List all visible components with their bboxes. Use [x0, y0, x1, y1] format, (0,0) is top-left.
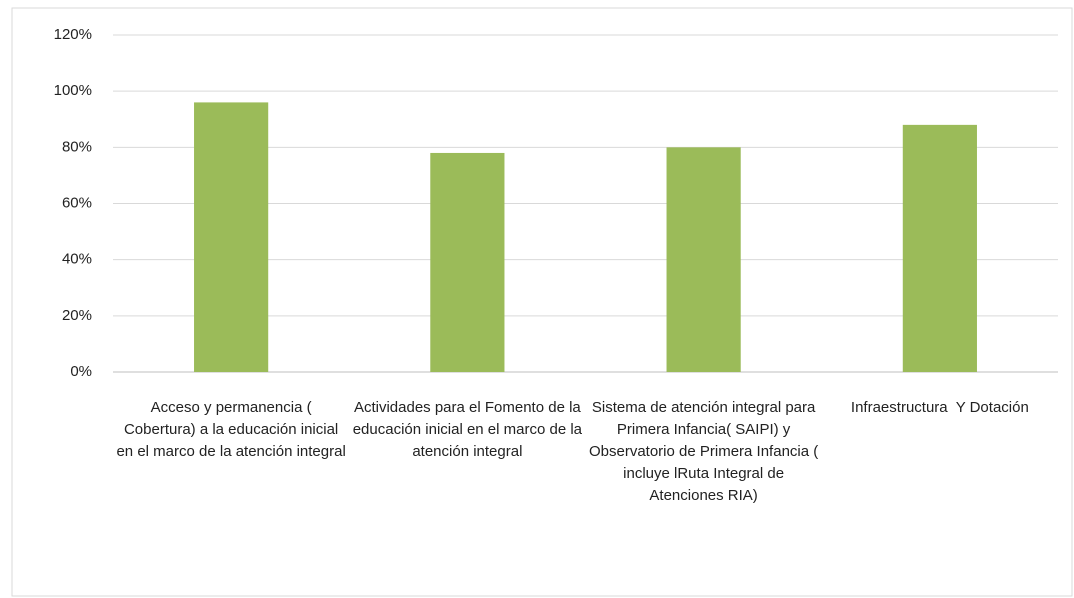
x-tick-label: Sistema de atención integral para Primer… [588, 399, 823, 504]
y-tick-label: 0% [70, 363, 92, 380]
y-tick-label: 60% [62, 194, 92, 211]
bar [430, 152, 505, 372]
bar [902, 124, 977, 372]
x-tick-label: Acceso y permanencia ( Cobertura) a la e… [116, 399, 346, 460]
bar [194, 102, 269, 373]
chart-frame [11, 7, 1073, 597]
y-tick-label: 100% [54, 82, 92, 99]
x-tick-label: Infraestructura Y Dotación [850, 399, 1029, 416]
y-tick-label: 120% [54, 26, 92, 43]
bar [666, 147, 741, 372]
y-tick-label: 80% [62, 138, 92, 155]
y-tick-label: 40% [62, 251, 92, 268]
x-tick-label: Actividades para el Fomento de la educac… [352, 399, 587, 460]
y-tick-label: 20% [62, 307, 92, 324]
